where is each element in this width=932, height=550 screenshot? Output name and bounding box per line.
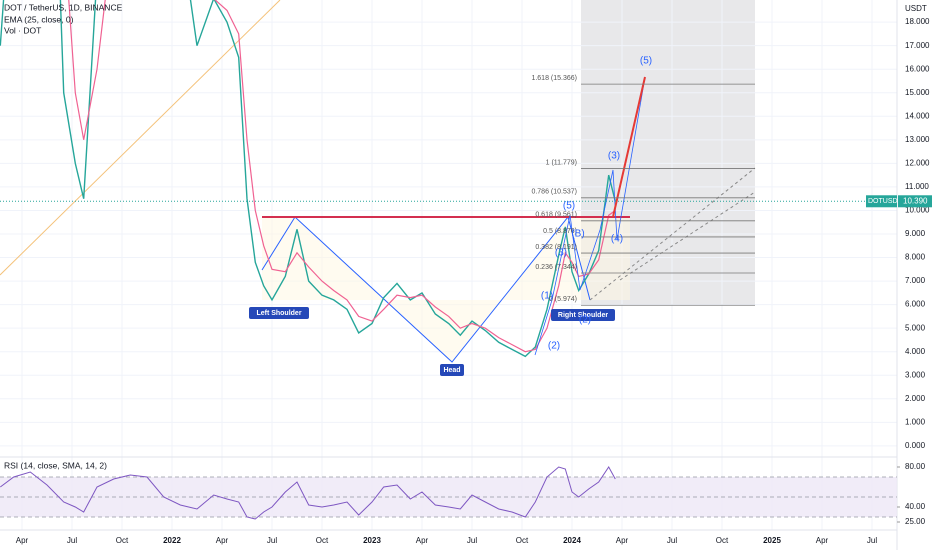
- rsi-tick-label: 80.00: [905, 462, 926, 471]
- channel-line: [589, 167, 756, 301]
- y-tick-label: 18.000: [905, 17, 930, 26]
- x-tick-label: Jul: [267, 536, 277, 545]
- fib-label: 0.5 (8.876): [543, 228, 577, 235]
- chart-title: DOT / TetherUS, 1D, BINANCE: [4, 2, 123, 12]
- rsi-line: [0, 466, 616, 520]
- wave-label: (2): [579, 315, 591, 326]
- head-shoulders: [261, 215, 591, 363]
- grid: [0, 0, 897, 530]
- y-tick-label: 2.000: [905, 394, 926, 403]
- y-tick-label: 0.000: [905, 441, 926, 450]
- price-tag-label: 10.390: [903, 196, 928, 205]
- pattern-tag: [440, 364, 464, 376]
- y-tick-label: 10.000: [905, 206, 930, 215]
- wave-label: (B): [571, 229, 584, 240]
- wave-label: (1): [541, 291, 553, 302]
- wave-label: (5): [563, 201, 575, 212]
- pattern-fill: [262, 217, 630, 362]
- fib-label: 0.236 (7.344): [535, 264, 577, 271]
- trend-line: [0, 0, 281, 276]
- x-tick-label: 2022: [163, 536, 181, 545]
- wave-projection: [612, 76, 646, 218]
- x-tick-label: Apr: [16, 536, 29, 545]
- x-tick-label: Apr: [616, 536, 629, 545]
- currency: USDT: [905, 4, 927, 13]
- x-tick-label: Oct: [116, 536, 129, 545]
- channel-line: [619, 191, 756, 281]
- pattern-label: Head: [443, 367, 460, 374]
- wave-label: (3): [555, 248, 567, 259]
- x-tick-label: Jul: [67, 536, 77, 545]
- pattern-label: Right Shoulder: [558, 312, 608, 319]
- fib-label: 0.618 (9.561): [535, 212, 577, 219]
- y-tick-label: 14.000: [905, 111, 930, 120]
- x-tick-label: Jul: [867, 536, 877, 545]
- fib-label: 1.618 (15.366): [531, 75, 577, 82]
- y-tick-label: 17.000: [905, 41, 930, 50]
- indicator-label: EMA (25, close, 0): [4, 14, 74, 24]
- y-tick-label: 8.000: [905, 253, 926, 262]
- price-line: [68, 0, 616, 353]
- x-tick-label: 2023: [363, 536, 381, 545]
- price-line: [0, 0, 616, 358]
- rsi-tick-label: 40.00: [905, 502, 926, 511]
- rsi-tick-label: 25.00: [905, 517, 926, 526]
- x-tick-label: 2024: [563, 536, 581, 545]
- rsi-title: RSI (14, close, SMA, 14, 2): [4, 460, 107, 470]
- wave-path: [534, 76, 646, 356]
- price-tag: [898, 195, 932, 208]
- indicator-label: Vol · DOT: [4, 25, 41, 35]
- symbol-tag: [866, 195, 897, 208]
- x-tick-label: Oct: [716, 536, 729, 545]
- y-tick-label: 3.000: [905, 370, 926, 379]
- x-tick-label: Oct: [516, 536, 529, 545]
- fib-label: 0 (5.974): [549, 296, 577, 303]
- fib-label: 1 (11.779): [546, 159, 577, 166]
- x-tick-label: Oct: [316, 536, 329, 545]
- pattern-tag: [249, 307, 309, 319]
- x-tick-label: Jul: [667, 536, 677, 545]
- pattern-tag: [551, 309, 615, 321]
- wave-label: (5): [640, 56, 652, 67]
- fib-label: 0.786 (10.537): [531, 189, 577, 196]
- symbol-tag-label: DOTUSDT: [868, 198, 903, 205]
- y-tick-label: 5.000: [905, 323, 926, 332]
- x-tick-label: 2025: [763, 536, 781, 545]
- x-tick-label: Apr: [416, 536, 429, 545]
- x-tick-label: Jul: [467, 536, 477, 545]
- y-tick-label: 9.000: [905, 229, 926, 238]
- x-tick-label: Apr: [816, 536, 829, 545]
- pattern-label: Left Shoulder: [256, 310, 301, 317]
- y-tick-label: 15.000: [905, 88, 930, 97]
- x-tick-label: Apr: [216, 536, 229, 545]
- y-tick-label: 6.000: [905, 300, 926, 309]
- price-pane: [0, 0, 616, 358]
- y-tick-label: 4.000: [905, 347, 926, 356]
- y-tick-label: 1.000: [905, 417, 926, 426]
- wave-label: (3): [608, 151, 620, 162]
- y-tick-label: 13.000: [905, 135, 930, 144]
- y-tick-label: 11.000: [905, 182, 929, 191]
- wave-label: (4): [611, 234, 623, 245]
- y-tick-label: 12.000: [905, 158, 930, 167]
- y-tick-label: 7.000: [905, 276, 926, 285]
- wave-label: (2): [548, 341, 560, 352]
- fib-label: 0.382 (8.191): [535, 244, 577, 251]
- y-tick-label: 16.000: [905, 64, 930, 73]
